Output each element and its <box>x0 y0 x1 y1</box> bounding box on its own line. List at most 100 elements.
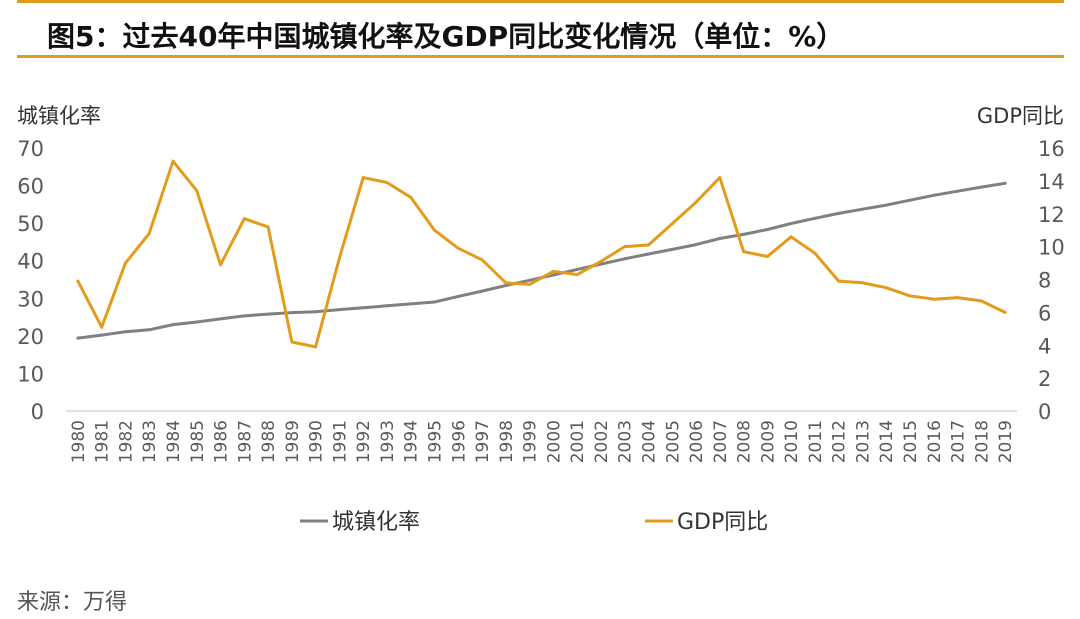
series-1-point-2012 <box>837 211 841 215</box>
series-2-point-2018 <box>979 299 983 303</box>
x-tick-2017: 2017 <box>949 420 969 463</box>
series-2-point-1994 <box>409 195 413 199</box>
series-1-point-1990 <box>314 310 318 314</box>
series-1-point-2009 <box>765 228 769 231</box>
chart-title: 图5：过去40年中国城镇化率及GDP同比变化情况（单位：%） <box>47 20 845 53</box>
x-tick-1990: 1990 <box>307 420 327 463</box>
series-2-point-1995 <box>433 228 436 232</box>
y-tick-right-14: 14 <box>1038 170 1065 194</box>
title-bar: 图5：过去40年中国城镇化率及GDP同比变化情况（单位：%） <box>17 0 1064 58</box>
y-tick-left-70: 70 <box>17 137 44 161</box>
series-1-point-1997 <box>480 289 484 293</box>
x-tick-2016: 2016 <box>925 420 945 463</box>
x-tick-1999: 1999 <box>521 420 541 463</box>
series-2-point-2007 <box>718 176 722 180</box>
series-1-point-2005 <box>670 247 674 251</box>
series-1-point-2015 <box>908 198 912 202</box>
y-tick-right-2: 2 <box>1038 367 1051 391</box>
series-2-point-1990 <box>314 345 318 349</box>
x-axis: 1980 1981 1982 1983 1984 1985 1986 1987 1988 1989… <box>69 420 1016 463</box>
x-tick-1986: 1986 <box>212 420 232 463</box>
y-tick-right-16: 16 <box>1038 137 1065 161</box>
series-1-point-2011 <box>813 216 817 220</box>
y-axis-left-label: 城镇化率 <box>17 104 101 128</box>
series-2-point-1991 <box>337 256 341 260</box>
series-1-point-1998 <box>504 284 508 287</box>
series-2-point-2011 <box>813 251 817 255</box>
series-2-point-2015 <box>908 294 912 298</box>
series-1-point-2000 <box>551 273 555 277</box>
series-2-point-2013 <box>861 281 864 285</box>
series-2-point-2005 <box>670 222 674 226</box>
series-2-point-1980 <box>76 279 80 283</box>
x-tick-1997: 1997 <box>473 420 493 463</box>
x-tick-1980: 1980 <box>69 420 89 463</box>
x-tick-2004: 2004 <box>639 420 659 463</box>
series-2-point-2008 <box>742 250 746 254</box>
series-1-point-1981 <box>100 333 104 337</box>
series-1-point-2017 <box>956 189 960 193</box>
x-tick-1985: 1985 <box>188 420 208 463</box>
x-tick-2015: 2015 <box>901 420 921 463</box>
x-tick-1983: 1983 <box>140 420 160 463</box>
series-1-point-1988 <box>266 312 270 316</box>
series-1-point-1983 <box>147 328 151 332</box>
y-tick-left-10: 10 <box>17 362 44 386</box>
series-2-point-1986 <box>219 263 222 267</box>
series-1-point-2008 <box>742 232 746 236</box>
source-note: 来源：万得 <box>17 590 128 615</box>
y-axis-right-label: GDP同比 <box>977 104 1064 128</box>
series-1-point-1982 <box>123 330 127 334</box>
legend-label-1: 城镇化率 <box>332 510 420 535</box>
series-1-point-1980 <box>76 336 80 340</box>
series-2-point-1983 <box>147 232 151 235</box>
y-tick-left-50: 50 <box>17 212 44 236</box>
x-tick-2018: 2018 <box>972 420 992 463</box>
series-2-point-1992 <box>361 176 365 180</box>
series-line-1 <box>76 181 1007 340</box>
legend: 城镇化率 GDP同比 <box>300 510 768 535</box>
y-tick-right-4: 4 <box>1038 334 1051 358</box>
series-2-point-2012 <box>837 279 841 283</box>
x-tick-1989: 1989 <box>283 420 303 463</box>
series-1-point-1985 <box>195 320 199 324</box>
x-tick-2010: 2010 <box>782 420 802 463</box>
x-tick-1998: 1998 <box>497 420 517 463</box>
y-tick-right-12: 12 <box>1038 203 1065 227</box>
y-tick-right-0: 0 <box>1038 400 1051 424</box>
series-1-point-2003 <box>623 257 627 261</box>
series-2-point-1997 <box>480 258 484 262</box>
series-1-point-1994 <box>409 302 413 306</box>
series-1-point-2004 <box>647 252 650 256</box>
y-tick-left-20: 20 <box>17 325 44 349</box>
y-axis-left: 0 10 20 30 40 50 60 70 <box>17 137 44 424</box>
x-tick-1992: 1992 <box>354 420 374 463</box>
series-2-point-2009 <box>765 255 769 258</box>
y-tick-right-8: 8 <box>1038 269 1051 293</box>
series-1-point-1986 <box>219 317 222 321</box>
x-tick-2014: 2014 <box>877 420 897 463</box>
series-1-point-2006 <box>694 243 698 247</box>
series-1-point-1991 <box>337 308 341 312</box>
y-tick-right-6: 6 <box>1038 301 1051 325</box>
series-1-point-1995 <box>433 300 436 304</box>
series-2-point-2019 <box>1003 310 1007 314</box>
x-tick-1994: 1994 <box>402 420 422 463</box>
x-tick-2000: 2000 <box>544 420 564 463</box>
x-tick-2019: 2019 <box>996 420 1016 463</box>
y-tick-left-60: 60 <box>17 175 44 199</box>
x-tick-2012: 2012 <box>830 420 850 463</box>
series-layer <box>76 159 1007 349</box>
series-2-point-1981 <box>100 325 104 329</box>
series-1-point-2016 <box>932 193 936 197</box>
y-tick-right-10: 10 <box>1038 236 1065 260</box>
x-tick-1995: 1995 <box>426 420 446 463</box>
series-2-point-2014 <box>884 286 888 290</box>
x-tick-2006: 2006 <box>687 420 707 463</box>
x-tick-2007: 2007 <box>711 420 731 463</box>
series-2-point-1998 <box>504 281 508 285</box>
x-tick-2008: 2008 <box>735 420 755 463</box>
series-2-point-2002 <box>599 259 603 263</box>
x-tick-2005: 2005 <box>663 420 683 463</box>
x-tick-1993: 1993 <box>378 420 398 463</box>
